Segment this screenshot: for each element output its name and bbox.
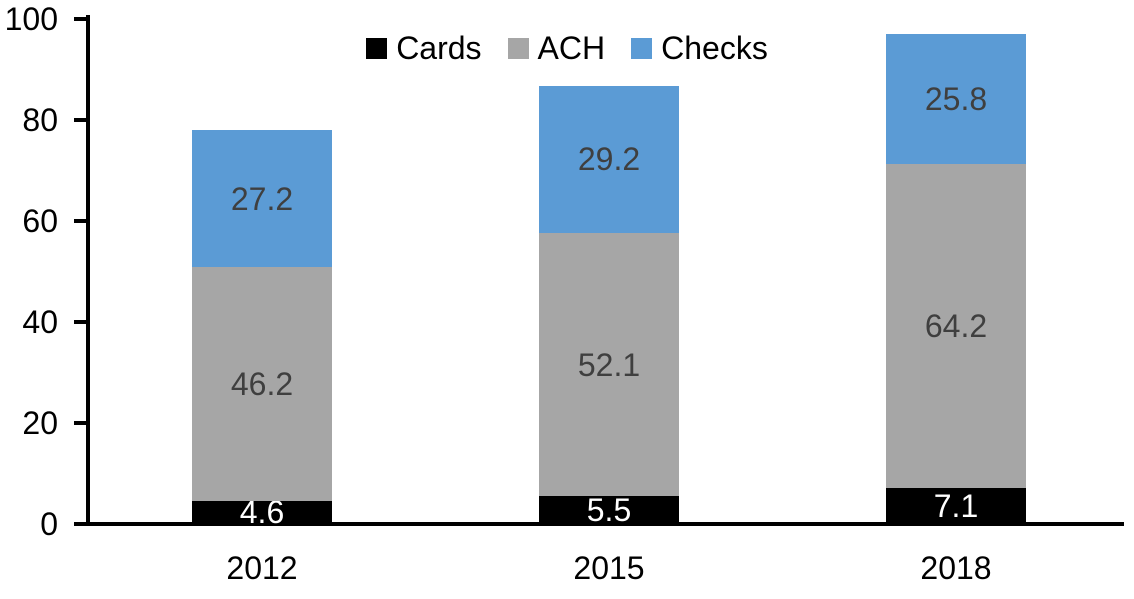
bar-value-label: 29.2 [577,141,641,178]
bar-value-label: 5.5 [586,492,632,529]
legend-marker-icon [366,37,388,59]
bar-value-label: 46.2 [230,366,294,403]
legend-item-cards: Cards [366,30,482,66]
bar-segment-ach-2012: 46.2 [192,267,332,501]
y-axis-tick [74,118,86,122]
bar-segment-cards-2018: 7.1 [886,488,1026,524]
y-axis-tick-label: 60 [22,203,58,239]
chart-legend: Cards ACH Checks [0,30,1134,66]
bar-segment-checks-2015: 29.2 [539,85,679,234]
bar-value-label: 27.2 [230,180,294,217]
bar-value-label: 25.8 [924,80,988,117]
bar-value-label: 52.1 [577,346,641,383]
y-axis-tick [74,17,86,21]
bar-segment-cards-2015: 5.5 [539,492,679,529]
y-axis-tick-label: 100 [4,1,58,37]
x-axis-category-label: 2012 [226,550,298,586]
y-axis-tick-label: 20 [22,405,58,441]
y-axis-tick [74,219,86,223]
x-axis-category-label: 2018 [920,550,992,586]
bar-segment-checks-2012: 27.2 [192,130,332,268]
y-axis-tick-label: 0 [40,506,58,542]
bar-segment-ach-2018: 64.2 [886,163,1026,489]
y-axis-line [86,15,90,526]
legend-label: ACH [537,30,606,66]
y-axis-tick-label: 40 [22,304,58,340]
legend-item-checks: Checks [631,30,768,66]
legend-item-ach: ACH [507,30,606,66]
bar-segment-checks-2018: 25.8 [886,33,1026,164]
legend-marker-icon [507,37,529,59]
y-axis-tick [74,421,86,425]
legend-label: Cards [396,30,482,66]
y-axis-tick [74,522,86,526]
legend-label: Checks [661,30,768,66]
bar-value-label: 7.1 [933,488,979,525]
bar-value-label: 64.2 [924,308,988,345]
y-axis-tick [74,320,86,324]
x-axis-line [86,522,1124,526]
x-axis-category-label: 2015 [573,550,645,586]
bar-segment-cards-2012: 4.6 [192,496,332,528]
bar-value-label: 4.6 [239,494,285,531]
legend-marker-icon [631,37,653,59]
bar-segment-ach-2015: 52.1 [539,233,679,497]
y-axis-tick-label: 80 [22,102,58,138]
